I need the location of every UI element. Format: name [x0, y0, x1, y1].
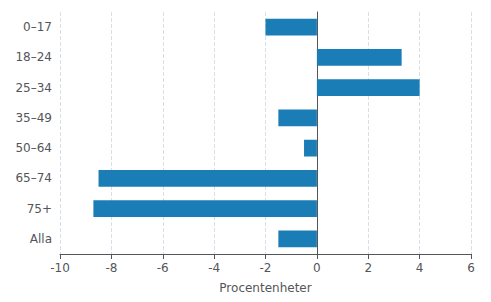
svg-text:-2: -2 — [260, 261, 272, 275]
svg-text:Procentenheter: Procentenheter — [219, 281, 311, 295]
svg-text:25–34: 25–34 — [15, 81, 52, 95]
svg-text:Alla: Alla — [30, 232, 52, 246]
svg-text:50–64: 50–64 — [15, 141, 52, 155]
svg-text:0–17: 0–17 — [23, 20, 52, 34]
svg-text:4: 4 — [416, 261, 424, 275]
svg-text:75+: 75+ — [27, 202, 52, 216]
svg-text:6: 6 — [467, 261, 475, 275]
svg-text:35–49: 35–49 — [15, 111, 52, 125]
svg-text:-8: -8 — [105, 261, 117, 275]
svg-text:-4: -4 — [208, 261, 220, 275]
svg-text:18–24: 18–24 — [15, 50, 52, 64]
svg-text:-6: -6 — [157, 261, 169, 275]
svg-text:-10: -10 — [50, 261, 70, 275]
svg-text:65–74: 65–74 — [15, 171, 52, 185]
svg-text:0: 0 — [313, 261, 321, 275]
svg-text:2: 2 — [364, 261, 372, 275]
